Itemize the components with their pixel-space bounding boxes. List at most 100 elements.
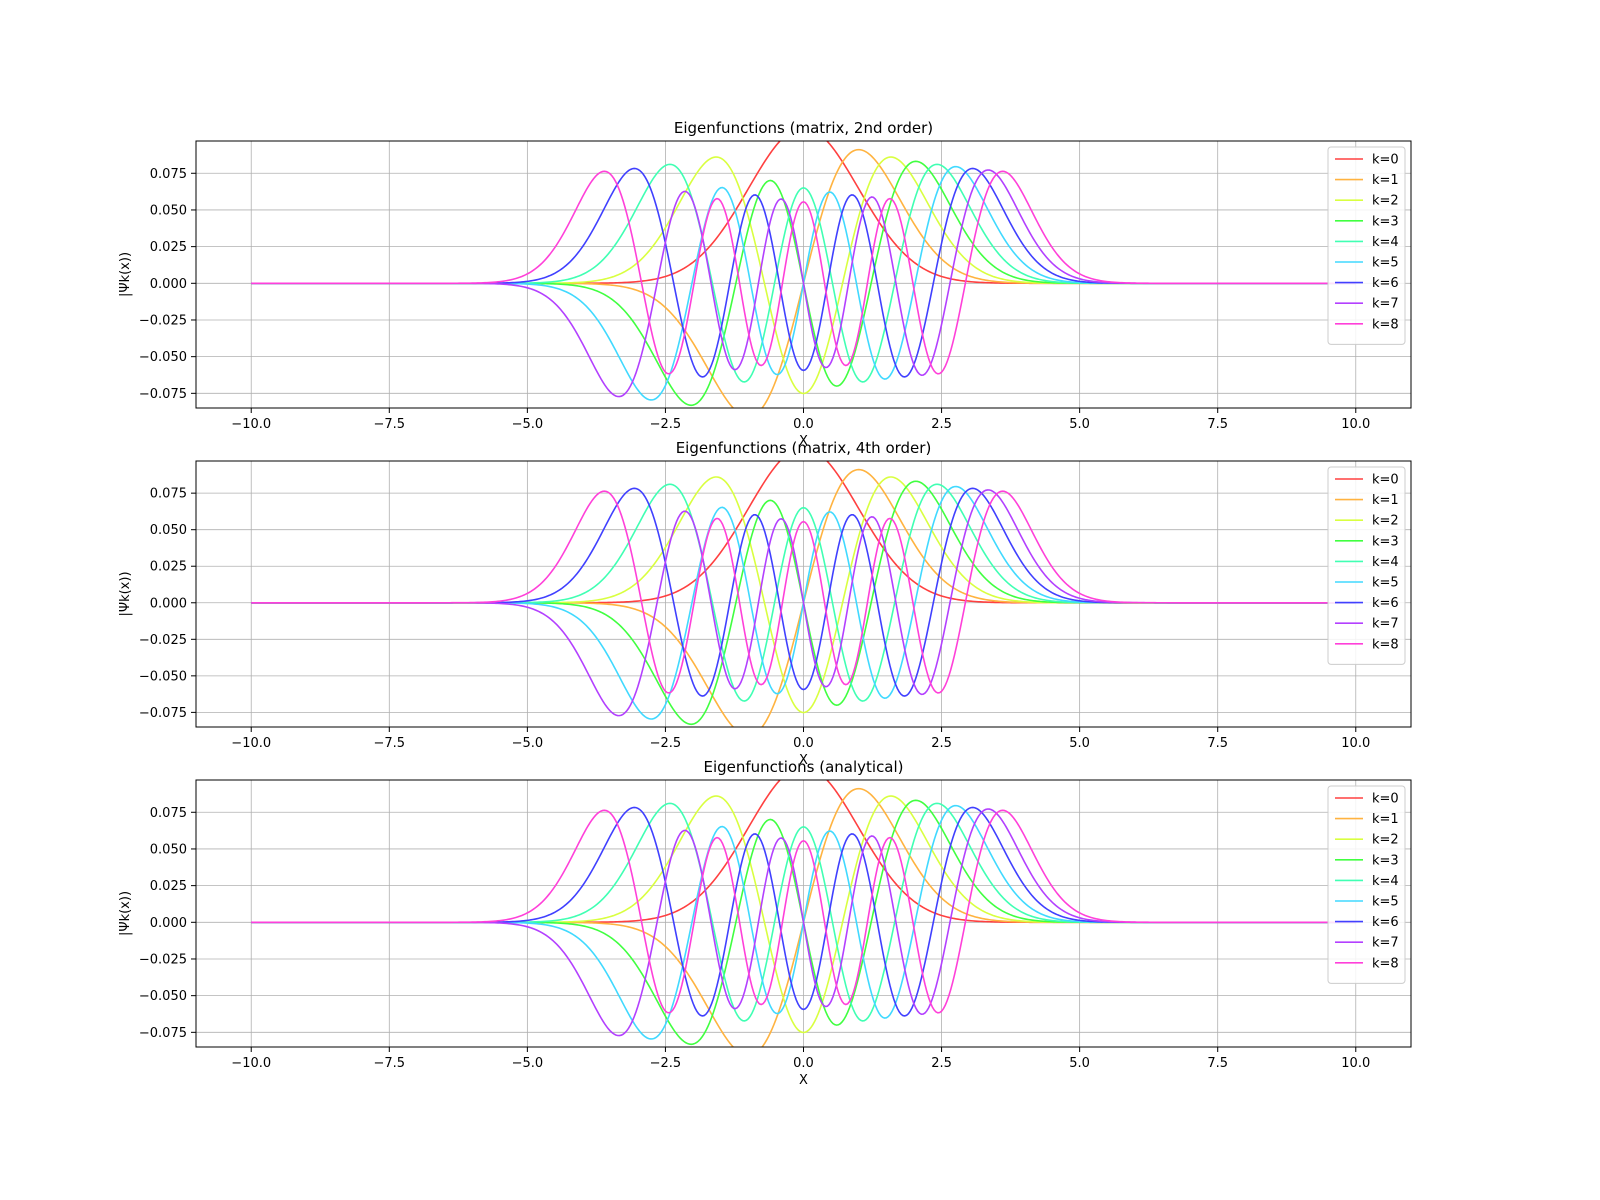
legend: k=0 k=1 k=2 k=3 k=4 k=5 k=6 k=7 k=8 [1327,146,1406,345]
legend-label: k=3 [1372,853,1399,868]
x-tick-label: −5.0 [512,736,544,751]
x-tick-label: −7.5 [374,736,406,751]
legend-label: k=2 [1372,514,1399,529]
legend-label: k=8 [1372,956,1399,971]
x-tick-label: −7.5 [374,417,406,432]
y-tick-label: 0.075 [150,806,187,821]
series-group [251,461,1356,727]
legend: k=0 k=1 k=2 k=3 k=4 k=5 k=6 k=7 k=8 [1327,785,1406,984]
y-tick-label: −0.075 [139,1026,187,1041]
x-tick-label: 7.5 [1207,417,1228,432]
chart-panel-1: −10.0 −7.5 −5.0 −2.5 0.0 2.5 5.0 7.5 10.0 −0.075 −… [118,439,1412,768]
x-tick-label: 7.5 [1207,736,1228,751]
y-axis-label: |Ψk(x)) [118,252,133,297]
x-tick-label: 5.0 [1069,1056,1090,1071]
legend-label: k=2 [1372,833,1399,848]
x-tick-label: 10.0 [1341,417,1370,432]
legend: k=0 k=1 k=2 k=3 k=4 k=5 k=6 k=7 k=8 [1327,466,1406,665]
x-tick-label: −10.0 [231,736,271,751]
x-axis-label: X [799,753,808,768]
legend-label: k=5 [1372,576,1399,591]
y-tick-label: 0.025 [150,240,187,255]
x-axis-label: X [799,434,808,449]
x-tick-label: 5.0 [1069,417,1090,432]
x-tick-label: −7.5 [374,1056,406,1071]
legend-label: k=1 [1372,173,1399,188]
legend-label: k=7 [1372,936,1399,951]
legend-label: k=3 [1372,534,1399,549]
legend-label: k=2 [1372,194,1399,209]
legend-label: k=0 [1372,153,1399,168]
legend-label: k=8 [1372,317,1399,332]
x-tick-label: −5.0 [512,1056,544,1071]
legend-label: k=3 [1372,214,1399,229]
legend-label: k=6 [1372,276,1399,291]
x-tick-label: −2.5 [650,1056,682,1071]
legend-label: k=6 [1372,596,1399,611]
chart-panel-2: −10.0 −7.5 −5.0 −2.5 0.0 2.5 5.0 7.5 10.0 −0.075 −… [118,758,1412,1088]
y-tick-label: 0.050 [150,203,187,218]
x-tick-label: −10.0 [231,1056,271,1071]
series-group [251,141,1356,408]
legend-box [1327,785,1406,984]
legend-label: k=8 [1372,637,1399,652]
legend-label: k=4 [1372,235,1399,250]
y-axis-label: |Ψk(x)) [118,571,133,616]
x-tick-label: 0.0 [793,1056,814,1071]
x-tick-label: −2.5 [650,417,682,432]
x-tick-label: 5.0 [1069,736,1090,751]
legend-label: k=5 [1372,256,1399,271]
legend-label: k=0 [1372,473,1399,488]
y-tick-label: 0.000 [150,916,187,931]
legend-box [1327,146,1406,345]
series-line-k=8 [251,170,1356,375]
y-tick-label: 0.000 [150,596,187,611]
y-tick-label: 0.025 [150,560,187,575]
y-tick-label: 0.050 [150,842,187,857]
series-line-k=8 [251,809,1356,1014]
chart-title: Eigenfunctions (matrix, 4th order) [676,439,932,457]
x-tick-label: 0.0 [793,736,814,751]
chart-title: Eigenfunctions (matrix, 2nd order) [674,119,933,137]
y-tick-label: −0.050 [139,350,187,365]
legend-label: k=1 [1372,812,1399,827]
x-tick-label: −5.0 [512,417,544,432]
legend-label: k=5 [1372,895,1399,910]
chart-title: Eigenfunctions (analytical) [703,758,903,776]
y-tick-label: −0.025 [139,313,187,328]
y-tick-label: 0.075 [150,167,187,182]
series-line-k=8 [251,490,1356,694]
x-tick-label: 10.0 [1341,736,1370,751]
y-tick-label: −0.075 [139,706,187,721]
x-tick-label: −2.5 [650,736,682,751]
legend-box [1327,466,1406,665]
y-tick-label: −0.025 [139,633,187,648]
x-axis-label: X [799,1073,808,1088]
x-tick-label: 2.5 [931,417,952,432]
chart-panel-0: −10.0 −7.5 −5.0 −2.5 0.0 2.5 5.0 7.5 10.0 −0.075 −… [118,119,1412,449]
y-tick-label: 0.050 [150,523,187,538]
x-tick-label: −10.0 [231,417,271,432]
x-tick-label: 7.5 [1207,1056,1228,1071]
y-tick-label: 0.075 [150,487,187,502]
y-tick-label: −0.075 [139,387,187,402]
x-tick-label: 10.0 [1341,1056,1370,1071]
legend-label: k=6 [1372,915,1399,930]
legend-label: k=4 [1372,874,1399,889]
y-axis-label: |Ψk(x)) [118,891,133,936]
legend-label: k=7 [1372,297,1399,312]
legend-label: k=4 [1372,555,1399,570]
y-tick-label: −0.050 [139,669,187,684]
legend-label: k=0 [1372,792,1399,807]
y-tick-label: −0.025 [139,952,187,967]
series-group [251,780,1356,1047]
y-tick-label: −0.050 [139,989,187,1004]
y-tick-label: 0.025 [150,879,187,894]
x-tick-label: 2.5 [931,736,952,751]
y-tick-label: 0.000 [150,277,187,292]
legend-label: k=7 [1372,617,1399,632]
legend-label: k=1 [1372,493,1399,508]
x-tick-label: 2.5 [931,1056,952,1071]
x-tick-label: 0.0 [793,417,814,432]
